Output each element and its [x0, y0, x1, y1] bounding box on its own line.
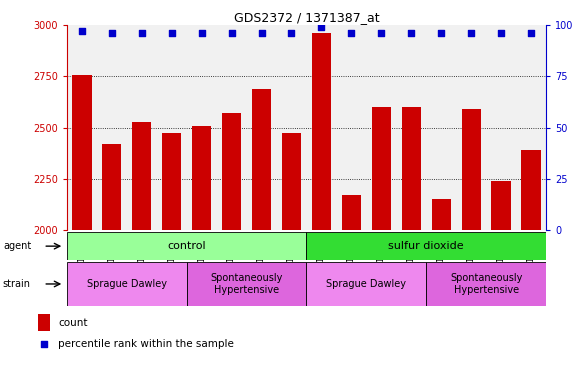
Bar	[67, 232, 307, 260]
Bar	[222, 113, 241, 384]
Text: control: control	[167, 241, 206, 251]
Point	[347, 30, 356, 36]
Point	[437, 30, 446, 36]
Point	[317, 24, 326, 30]
Text: sulfur dioxide: sulfur dioxide	[389, 241, 464, 251]
Bar	[282, 133, 301, 384]
Bar	[342, 195, 361, 384]
Bar	[67, 262, 187, 306]
Bar	[372, 107, 391, 384]
Point	[526, 30, 536, 36]
Bar	[157, 25, 187, 230]
Bar	[336, 25, 367, 230]
Bar	[132, 121, 152, 384]
Bar	[312, 33, 331, 384]
Bar	[102, 144, 121, 384]
Bar	[396, 25, 426, 230]
Bar	[486, 25, 516, 230]
Point	[376, 30, 386, 36]
Bar	[521, 150, 541, 384]
Bar	[246, 25, 277, 230]
Text: count: count	[58, 318, 88, 328]
Point	[343, 225, 352, 231]
Bar	[187, 25, 217, 230]
Bar	[516, 25, 546, 230]
Bar	[401, 107, 421, 384]
Text: percentile rank within the sample: percentile rank within the sample	[58, 339, 234, 349]
Bar	[367, 25, 396, 230]
Bar	[277, 25, 307, 230]
Bar	[426, 25, 456, 230]
Bar	[252, 89, 271, 384]
Point	[287, 30, 296, 36]
Bar	[456, 25, 486, 230]
Point	[137, 30, 146, 36]
Bar	[432, 199, 451, 384]
Point	[197, 30, 206, 36]
Point	[467, 30, 476, 36]
Point	[257, 30, 266, 36]
Bar	[307, 25, 336, 230]
Title: GDS2372 / 1371387_at: GDS2372 / 1371387_at	[234, 11, 379, 24]
Bar	[217, 25, 246, 230]
Point	[497, 30, 506, 36]
Bar	[492, 181, 511, 384]
Point	[167, 30, 176, 36]
Bar	[38, 314, 51, 331]
Point	[227, 30, 236, 36]
Text: Sprague Dawley: Sprague Dawley	[327, 279, 406, 289]
Bar	[307, 232, 546, 260]
Bar	[162, 133, 181, 384]
Text: agent: agent	[3, 241, 31, 251]
Bar	[192, 126, 211, 384]
Text: strain: strain	[3, 279, 31, 289]
Bar	[461, 109, 481, 384]
Bar	[127, 25, 157, 230]
Text: Spontaneously
Hypertensive: Spontaneously Hypertensive	[210, 273, 283, 295]
Text: Sprague Dawley: Sprague Dawley	[87, 279, 167, 289]
Bar	[187, 262, 307, 306]
Bar	[67, 25, 97, 230]
Text: Spontaneously
Hypertensive: Spontaneously Hypertensive	[450, 273, 522, 295]
Point	[107, 30, 116, 36]
Point	[77, 28, 87, 34]
Bar	[307, 262, 426, 306]
Bar	[426, 262, 546, 306]
Bar	[72, 75, 92, 384]
Point	[407, 30, 416, 36]
Bar	[97, 25, 127, 230]
